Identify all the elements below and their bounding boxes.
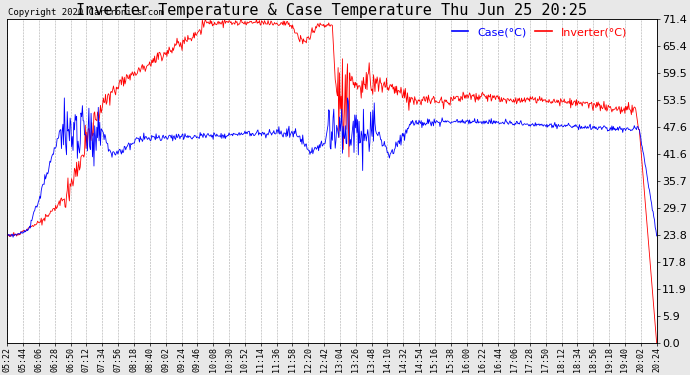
Text: Copyright 2020 Cartronics.com: Copyright 2020 Cartronics.com bbox=[8, 8, 164, 17]
Title: Inverter Temperature & Case Temperature Thu Jun 25 20:25: Inverter Temperature & Case Temperature … bbox=[77, 3, 587, 18]
Legend: Case(°C), Inverter(°C): Case(°C), Inverter(°C) bbox=[447, 23, 631, 42]
